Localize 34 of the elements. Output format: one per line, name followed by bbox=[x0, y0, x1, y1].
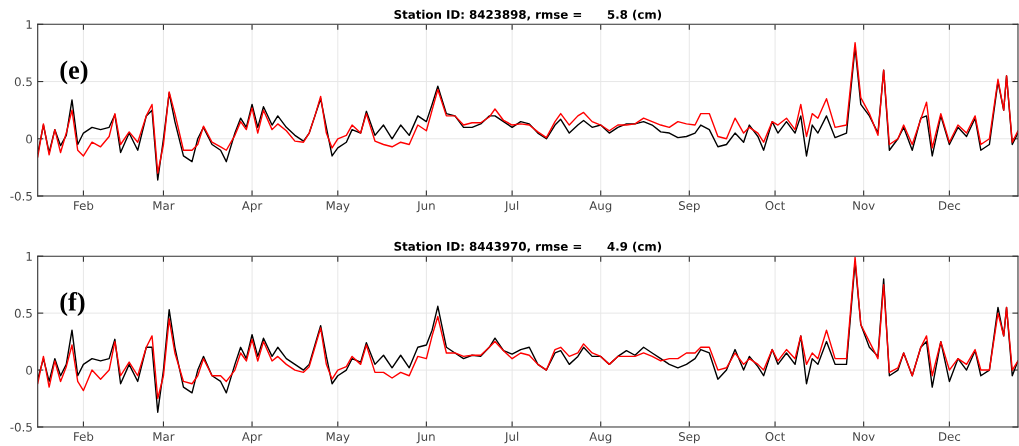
y-tick-label: -0.5 bbox=[10, 422, 32, 432]
x-tick-label: Nov bbox=[853, 201, 875, 211]
chart-title: Station ID: 8423898, rmse = 5.8 (cm) bbox=[394, 9, 662, 21]
y-tick-label: 1 bbox=[26, 252, 32, 261]
y-tick-label: 0 bbox=[26, 365, 33, 375]
x-tick-label: May bbox=[326, 201, 350, 213]
x-tick-label: Sep bbox=[678, 201, 700, 213]
x-tick-label: Oct bbox=[765, 201, 785, 211]
y-tick-label: -0.5 bbox=[10, 191, 32, 201]
x-tick-label: Dec bbox=[939, 201, 961, 211]
x-tick-label: Jul bbox=[504, 431, 519, 444]
x-tick-label: Dec bbox=[939, 432, 961, 441]
annotation: (e) bbox=[60, 60, 88, 85]
y-tick-label: 1 bbox=[26, 20, 32, 29]
x-tick-label: Aug bbox=[589, 201, 612, 213]
x-tick-label: Feb bbox=[74, 200, 94, 211]
chart-title: Station ID: 8443970, rmse = 4.9 (cm) bbox=[394, 241, 662, 253]
x-tick-label: Apr bbox=[241, 432, 263, 444]
x-tick-label: Mar bbox=[153, 201, 175, 211]
y-tick-label: 0.5 bbox=[14, 77, 32, 87]
x-tick-label: Jun bbox=[416, 432, 435, 444]
x-tick-label: Sep bbox=[678, 432, 700, 444]
x-tick-label: Nov bbox=[853, 432, 875, 441]
x-tick-label: Jul bbox=[504, 200, 519, 213]
y-tick-label: 0 bbox=[26, 134, 33, 144]
x-tick-label: Aug bbox=[589, 432, 612, 444]
x-tick-label: Apr bbox=[241, 201, 263, 213]
x-tick-label: Jun bbox=[416, 201, 435, 213]
x-tick-label: Mar bbox=[153, 432, 175, 441]
y-tick-label: 0.5 bbox=[14, 308, 32, 318]
x-tick-label: May bbox=[326, 432, 350, 444]
x-tick-label: Feb bbox=[74, 431, 94, 441]
annotation: (f) bbox=[60, 291, 85, 317]
x-tick-label: Oct bbox=[765, 432, 785, 441]
